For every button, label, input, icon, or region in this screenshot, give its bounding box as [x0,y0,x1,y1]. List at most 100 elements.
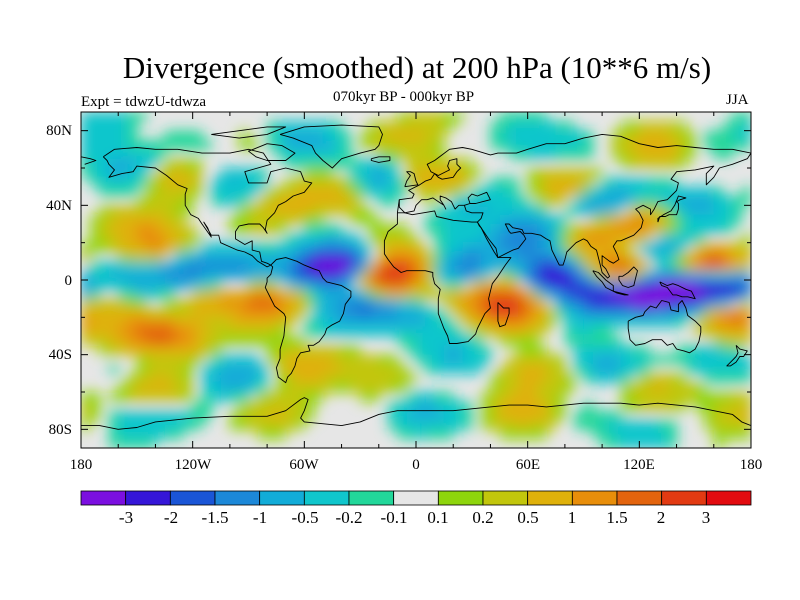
field-cell [704,196,715,206]
field-cell [360,298,371,309]
field-cell [174,242,184,253]
field-cell [592,186,603,197]
chart-title: Divergence (smoothed) at 200 hPa (10**6 … [122,50,712,85]
field-cell [453,345,464,356]
coastline [627,300,702,354]
field-cell [741,317,751,328]
field-cell [174,364,184,374]
field-cell [360,382,371,393]
field-cell [648,280,659,290]
field-cell [602,289,613,300]
field-cell [732,429,743,440]
field-cell [108,392,119,402]
field-cell [136,298,147,309]
field-cell [564,121,575,132]
field-cell [285,289,296,300]
field-cell [704,289,715,300]
field-cell [201,364,212,374]
coastline [726,344,748,367]
field-cell [723,130,733,141]
field-cell [564,242,575,253]
field-cell [453,298,464,309]
field-cell [695,345,706,356]
field-cell [285,364,296,374]
field-cell [220,382,231,393]
field-cell [295,158,305,169]
field-cell [443,280,454,290]
field-cell [481,326,492,337]
field-cell [462,205,473,216]
field-cell [136,326,147,337]
field-cell [211,186,222,197]
field-cell [211,298,222,309]
field-cell [667,429,678,440]
field-cell [723,354,733,365]
field-cell [555,373,566,384]
field-cell [648,289,659,300]
field-cell [555,149,566,160]
field-cell [425,345,436,356]
field-cell [564,289,575,300]
colorbar-swatch [80,490,127,506]
field-cell [611,345,622,356]
field-cell [490,373,501,384]
field-cell [667,121,678,132]
field-cell [406,233,417,244]
field-cell [99,345,110,356]
field-cell [443,112,454,122]
field-cell [574,345,585,356]
field-cell [527,326,538,337]
field-cell [378,364,389,374]
field-cell [341,177,352,188]
field-cell [99,149,110,160]
field-cell [546,392,557,402]
field-cell [443,177,454,188]
field-cell [332,140,343,150]
field-cell [741,233,751,244]
field-cell [220,196,231,206]
field-cell [192,326,203,337]
field-cell [695,252,706,262]
field-cell [713,308,724,318]
field-cell [322,158,333,169]
colorbar-label: 0.5 [517,508,539,527]
field-cell [90,336,101,346]
field-cell [481,298,492,309]
field-cell [657,140,668,150]
field-cell [332,308,343,318]
field-cell [481,317,492,328]
field-cell [713,354,724,365]
field-cell [509,308,519,318]
field-cell [685,214,696,225]
coastline [264,257,352,384]
field-cell [443,233,454,244]
field-cell [276,270,287,281]
field-cell [611,298,622,309]
field-cell [555,364,566,374]
field-cell [136,158,147,169]
coastline [404,171,419,188]
field-cell [592,196,603,206]
field-cell [211,392,222,402]
field-cell [211,317,222,328]
field-cell [155,392,166,402]
field-cell [174,308,184,318]
field-cell [509,298,519,309]
field-cell [369,224,380,234]
field-cell [332,177,343,188]
field-cell [388,364,398,374]
field-cell [657,224,668,234]
field-cell [276,298,287,309]
field-cell [630,382,640,393]
field-cell [378,233,389,244]
field-cell [695,261,706,272]
field-cell [425,308,436,318]
field-cell [127,149,138,160]
field-cell [127,252,138,262]
field-cell [704,364,715,374]
field-cell [108,214,119,225]
field-cell [732,121,743,132]
field-cell [416,317,426,328]
field-cell [499,308,510,318]
field-cell [81,317,91,328]
